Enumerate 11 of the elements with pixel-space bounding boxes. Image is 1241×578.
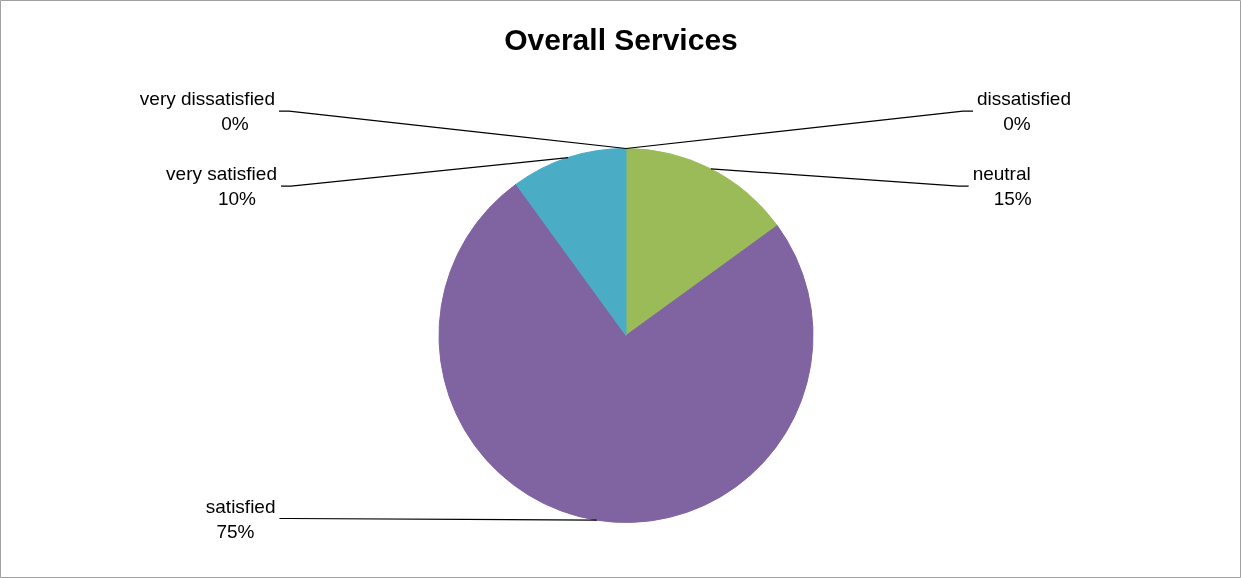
slice-label: neutral [972, 163, 1031, 185]
category-label: very dissatisfied [139, 88, 276, 110]
slice-label: satisfied [205, 495, 276, 517]
text: 0% [1003, 113, 1031, 135]
data-label: 10% [217, 188, 257, 210]
data-label: 15% [993, 188, 1032, 210]
slice-label: very satisfied [166, 163, 277, 185]
chart-title: Overall Services [504, 22, 738, 56]
data-label: 75% [216, 520, 255, 542]
text: 0% [221, 113, 249, 135]
category-label: dissatisfied [977, 88, 1071, 110]
